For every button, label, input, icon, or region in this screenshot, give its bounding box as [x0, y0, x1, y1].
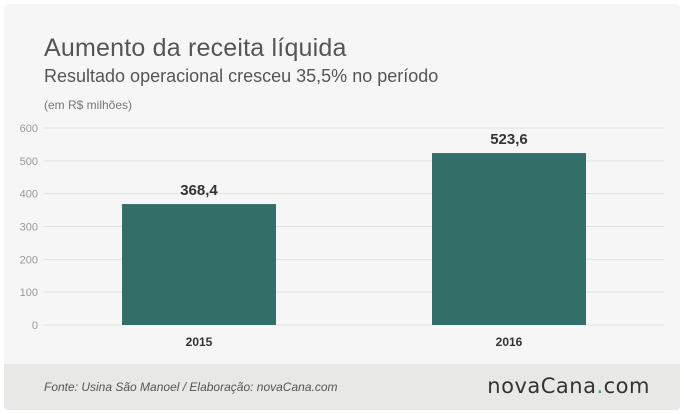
- x-tick-label-2016: 2016: [496, 335, 523, 349]
- chart-subtitle: Resultado operacional cresceu 35,5% no p…: [44, 66, 439, 86]
- data-label-2015: 368,4: [180, 182, 218, 199]
- y-tick-label-600: 600: [20, 123, 38, 135]
- chart-title: Aumento da receita líquida: [44, 34, 347, 62]
- y-tick-label-300: 300: [20, 222, 38, 234]
- footer: Fonte: Usina São Manoel / Elaboração: no…: [4, 364, 680, 410]
- bar-chart: 0 100 200 300 400 500 600 368,4 2015 523,6 2016: [20, 123, 664, 349]
- bar-2015: [122, 204, 276, 325]
- y-tick-label-400: 400: [20, 189, 38, 201]
- y-tick-label-200: 200: [20, 254, 38, 266]
- chart-card: Aumento da receita líquida Resultado ope…: [4, 4, 680, 410]
- logo-tld: com: [603, 374, 650, 398]
- bar-2016: [432, 153, 586, 325]
- y-tick-label-500: 500: [20, 156, 38, 168]
- logo-dot: .: [596, 374, 604, 398]
- y-tick-label-0: 0: [32, 320, 38, 332]
- y-tick-label-100: 100: [20, 287, 38, 299]
- data-label-2016: 523,6: [490, 131, 528, 148]
- source-note: Fonte: Usina São Manoel / Elaboração: no…: [44, 380, 338, 394]
- unit-label: (em R$ milhões): [44, 98, 133, 112]
- logo-main: novaCana: [487, 374, 597, 398]
- x-tick-label-2015: 2015: [186, 335, 213, 349]
- novacana-logo: novaCana.com: [487, 374, 650, 398]
